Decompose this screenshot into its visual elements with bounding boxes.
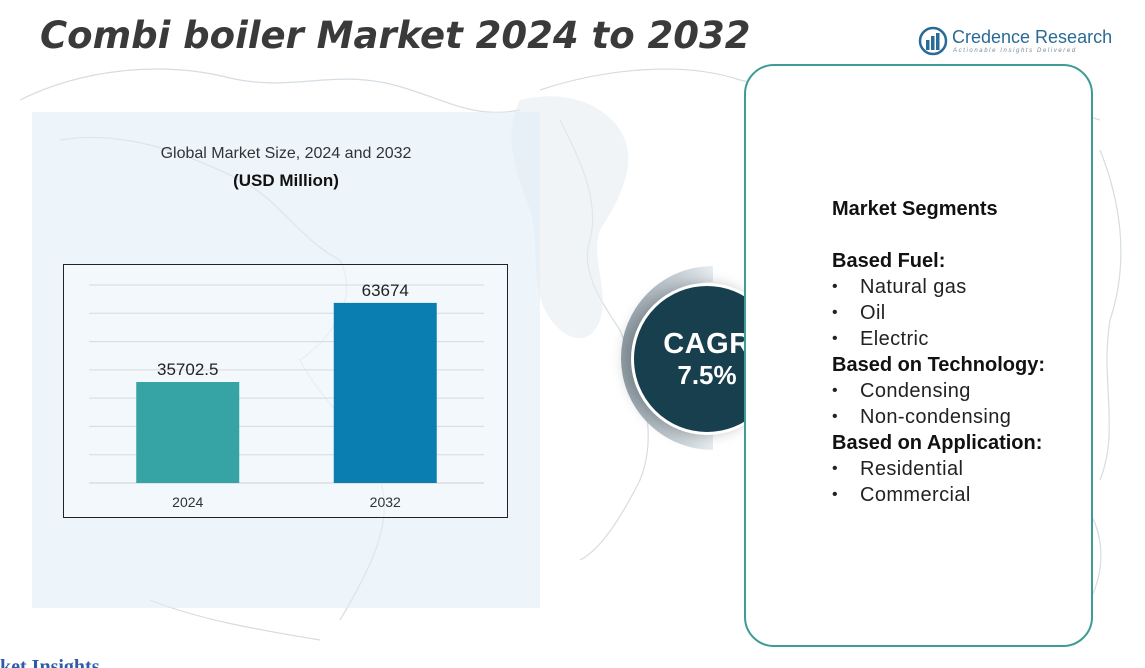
bullet-icon: • [832,304,839,321]
logo-bars-icon [918,26,948,56]
segment-item: • Oil [832,302,886,324]
cagr-value: 7.5% [677,360,737,390]
bar-2024 [136,382,240,483]
segment-item: • Residential [832,458,964,480]
segment-list: • Condensing • Non-condensing [832,378,1092,430]
bullet-icon: • [832,408,839,425]
cagr-label: CAGR [663,328,751,360]
bullet-icon: • [832,330,839,347]
segments-title: Market Segments [832,198,998,220]
segment-item: • Natural gas [832,276,967,298]
bullet-icon: • [832,460,839,477]
bullet-icon: • [832,278,839,295]
data-label-2024: 35702.5 [157,360,218,379]
logo-name: Credence Research [952,27,1113,47]
segment-group-title: Based on Application: [832,432,1043,454]
footer-partial-text: ket Insights [0,656,100,668]
segment-item: • Condensing [832,380,971,402]
segment-group-title: Based Fuel: [832,250,946,272]
chart-heading: Global Market Size, 2024 and 2032 [160,145,412,162]
logo-tagline: Actionable Insights Delivered [953,48,1077,54]
segment-item: • Non-condensing [832,406,1012,428]
segment-item: • Commercial [832,484,971,506]
market-segments: Market Segments Based Fuel: • Natural gas… [832,198,1092,508]
credence-research-logo[interactable]: Credence Research Actionable Insights De… [918,26,1118,60]
x-tick-label-2024: 2024 [172,494,203,510]
x-tick-label-2032: 2032 [370,494,401,510]
page-title: Combi boiler Market 2024 to 2032 [40,14,751,57]
segment-group-title: Based on Technology: [832,354,1045,376]
bullet-icon: • [832,486,839,503]
bar-chart-frame: 35702.5 2024 63674 2032 [63,264,508,518]
data-label-2032: 63674 [362,281,409,300]
segment-list: • Residential • Commercial [832,456,1092,508]
cagr-ring-decoration [621,266,713,450]
chart-panel [32,112,540,608]
segment-list: • Natural gas • Oil • Electric [832,274,1092,352]
chart-unit: (USD Million) [233,171,339,190]
bullet-icon: • [832,382,839,399]
segment-item: • Electric [832,328,929,350]
market-segments-card [744,64,1093,647]
bar-chart: 35702.5 2024 63674 2032 [89,281,484,510]
bar-2032 [333,302,437,483]
